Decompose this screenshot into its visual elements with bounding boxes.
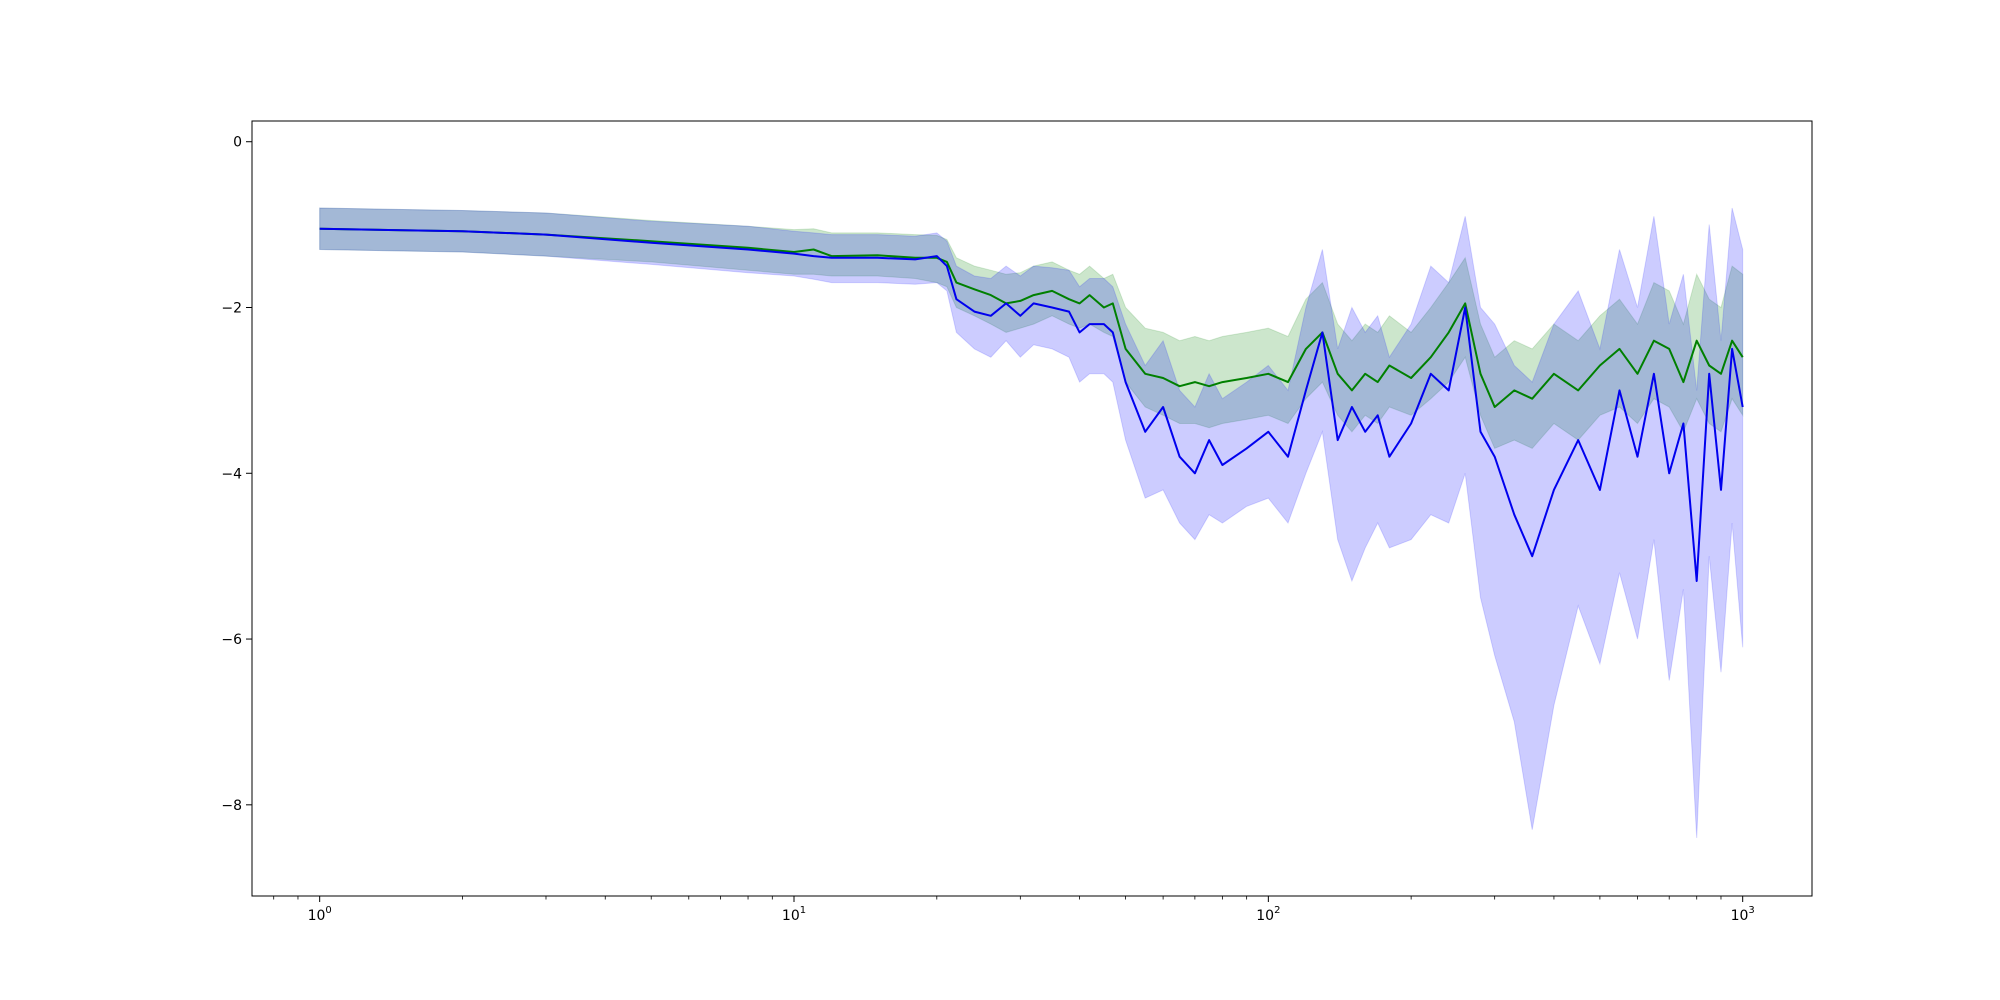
x-tick-label: 103 — [1731, 905, 1755, 924]
y-tick-label: −2 — [221, 300, 242, 316]
y-tick-label: −6 — [221, 632, 242, 648]
y-axis-ticks: 0 −2 −4 −6 −8 — [221, 135, 252, 814]
y-tick-label: −4 — [221, 466, 242, 482]
x-tick-label: 100 — [308, 905, 332, 924]
series-1-line — [319, 227, 1744, 582]
y-tick-label: 0 — [233, 135, 242, 151]
x-tick-label: 101 — [782, 905, 806, 924]
x-axis-ticks: 100 101 102 103 — [273, 896, 1755, 924]
plot-frame — [251, 120, 1813, 897]
y-tick-label: −8 — [221, 798, 242, 814]
x-tick-label: 102 — [1256, 905, 1280, 924]
plot-background — [252, 121, 1812, 896]
series-1-band — [319, 207, 1744, 839]
series-lines — [319, 227, 1744, 582]
